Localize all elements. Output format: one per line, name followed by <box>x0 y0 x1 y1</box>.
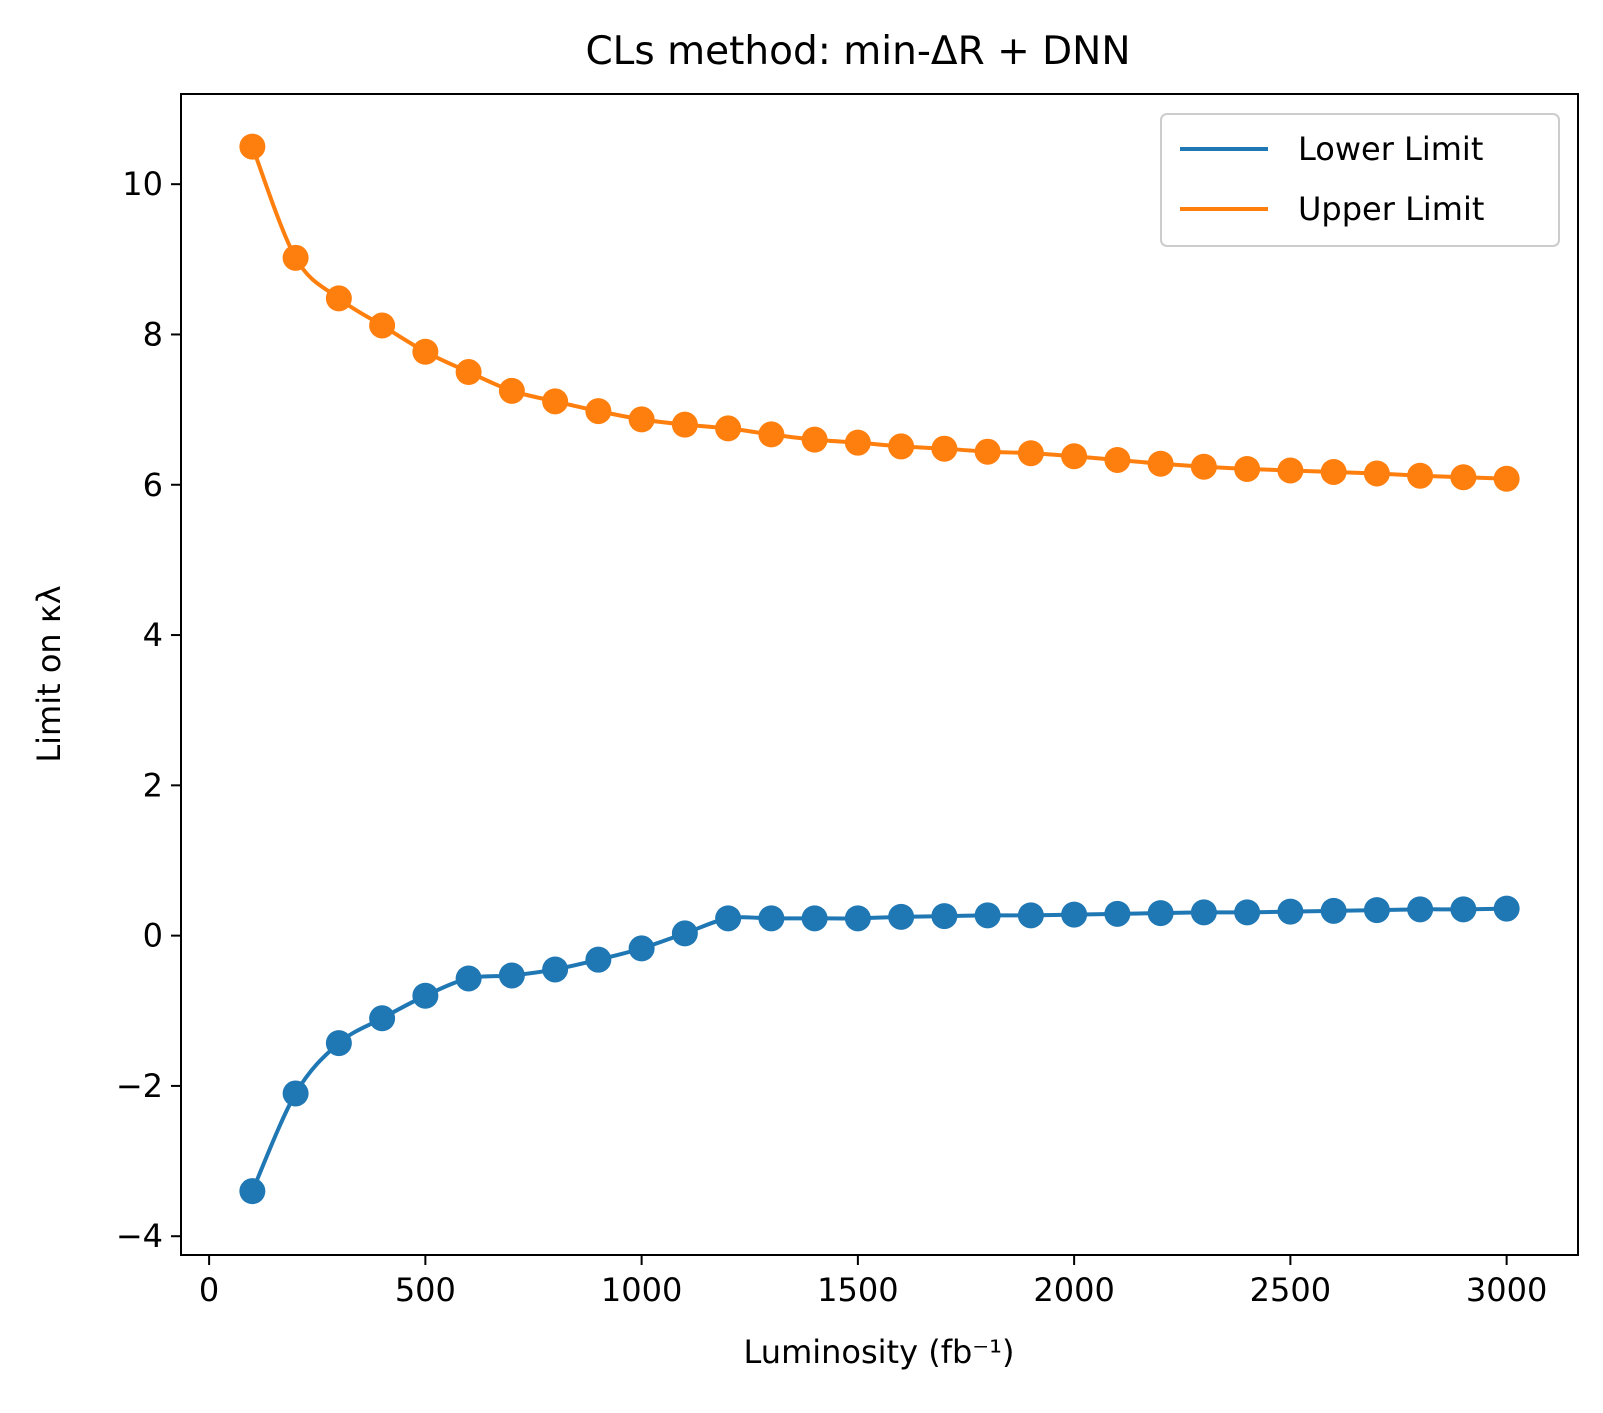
x-tick-label: 3000 <box>1466 1271 1547 1309</box>
data-point-lower-limit-2600 <box>1320 897 1347 924</box>
data-point-lower-limit-1600 <box>888 903 915 930</box>
data-point-upper-limit-1200 <box>715 415 742 442</box>
x-tick-label: 2000 <box>1033 1271 1114 1309</box>
legend-label-upper-limit: Upper Limit <box>1298 190 1484 228</box>
data-point-lower-limit-800 <box>542 956 569 983</box>
data-point-upper-limit-1500 <box>844 429 871 456</box>
data-point-upper-limit-1700 <box>931 435 958 462</box>
data-point-upper-limit-1400 <box>801 426 828 453</box>
data-point-upper-limit-600 <box>455 359 482 386</box>
x-tick-label: 0 <box>199 1271 219 1309</box>
data-point-lower-limit-2700 <box>1363 897 1390 924</box>
data-point-lower-limit-1000 <box>628 935 655 962</box>
data-point-upper-limit-1300 <box>758 421 785 448</box>
data-point-lower-limit-1300 <box>758 905 785 932</box>
data-point-lower-limit-900 <box>585 946 612 973</box>
data-point-lower-limit-1100 <box>671 920 698 947</box>
data-point-upper-limit-1000 <box>628 406 655 433</box>
y-tick-label: 4 <box>143 616 163 654</box>
data-point-upper-limit-100 <box>239 133 266 160</box>
data-point-lower-limit-2100 <box>1104 900 1131 927</box>
x-tick-label: 500 <box>395 1271 456 1309</box>
y-tick-label: 10 <box>122 165 163 203</box>
x-tick-label: 1500 <box>817 1271 898 1309</box>
data-point-upper-limit-200 <box>282 244 309 271</box>
data-point-upper-limit-900 <box>585 398 612 425</box>
data-point-upper-limit-800 <box>542 388 569 415</box>
y-tick-label: 6 <box>143 466 163 504</box>
y-tick-label: −4 <box>116 1217 163 1255</box>
data-point-upper-limit-3000 <box>1493 465 1520 492</box>
data-point-lower-limit-2000 <box>1061 901 1088 928</box>
data-point-upper-limit-1800 <box>974 438 1001 465</box>
plot-markers <box>239 133 1520 1205</box>
data-point-upper-limit-2100 <box>1104 446 1131 473</box>
data-point-lower-limit-2800 <box>1407 896 1434 923</box>
y-axis-label: Limit on κλ <box>30 585 68 762</box>
data-point-lower-limit-500 <box>412 982 439 1009</box>
data-point-lower-limit-1500 <box>844 905 871 932</box>
data-point-upper-limit-2900 <box>1450 464 1477 491</box>
data-point-lower-limit-600 <box>455 965 482 992</box>
data-point-lower-limit-1900 <box>1017 902 1044 929</box>
x-tick-label: 1000 <box>601 1271 682 1309</box>
plot-frame <box>180 93 1579 1256</box>
data-point-lower-limit-2200 <box>1147 900 1174 927</box>
data-point-lower-limit-2900 <box>1450 896 1477 923</box>
data-point-lower-limit-2500 <box>1277 898 1304 925</box>
data-point-lower-limit-1800 <box>974 902 1001 929</box>
data-point-lower-limit-1700 <box>931 903 958 930</box>
data-point-upper-limit-1600 <box>888 433 915 460</box>
data-point-upper-limit-2700 <box>1363 460 1390 487</box>
data-point-lower-limit-3000 <box>1493 895 1520 922</box>
data-point-lower-limit-100 <box>239 1178 266 1205</box>
data-point-upper-limit-2300 <box>1190 453 1217 480</box>
y-tick-label: −2 <box>116 1067 163 1105</box>
data-point-lower-limit-1400 <box>801 905 828 932</box>
data-point-upper-limit-400 <box>369 312 396 339</box>
legend: Lower Limit Upper Limit <box>1160 113 1560 247</box>
data-point-upper-limit-2500 <box>1277 457 1304 484</box>
data-point-lower-limit-2300 <box>1190 899 1217 926</box>
data-point-lower-limit-300 <box>325 1030 352 1057</box>
y-axis-ticks: −4 −2 0 2 4 6 8 10 <box>116 165 181 1255</box>
data-point-lower-limit-1200 <box>715 905 742 932</box>
data-point-upper-limit-700 <box>498 377 525 404</box>
data-point-upper-limit-2200 <box>1147 450 1174 477</box>
y-tick-label: 0 <box>143 917 163 955</box>
y-tick-label: 2 <box>143 766 163 804</box>
x-axis-ticks: 0 500 1000 1500 2000 2500 3000 <box>199 1255 1547 1309</box>
data-point-upper-limit-1900 <box>1017 440 1044 467</box>
x-tick-label: 2500 <box>1250 1271 1331 1309</box>
data-point-lower-limit-700 <box>498 962 525 989</box>
legend-label-lower-limit: Lower Limit <box>1298 130 1483 168</box>
chart-title: CLs method: min-ΔR + DNN <box>585 29 1130 74</box>
data-point-lower-limit-400 <box>369 1005 396 1032</box>
data-point-upper-limit-2800 <box>1407 462 1434 489</box>
data-point-lower-limit-2400 <box>1234 899 1261 926</box>
data-point-upper-limit-500 <box>412 338 439 365</box>
x-axis-label: Luminosity (fb⁻¹) <box>744 1333 1015 1371</box>
data-point-upper-limit-300 <box>325 285 352 312</box>
data-point-upper-limit-2600 <box>1320 458 1347 485</box>
data-point-lower-limit-200 <box>282 1080 309 1107</box>
y-tick-label: 8 <box>143 315 163 353</box>
data-point-upper-limit-2400 <box>1234 455 1261 482</box>
data-point-upper-limit-1100 <box>671 411 698 438</box>
data-point-upper-limit-2000 <box>1061 443 1088 470</box>
